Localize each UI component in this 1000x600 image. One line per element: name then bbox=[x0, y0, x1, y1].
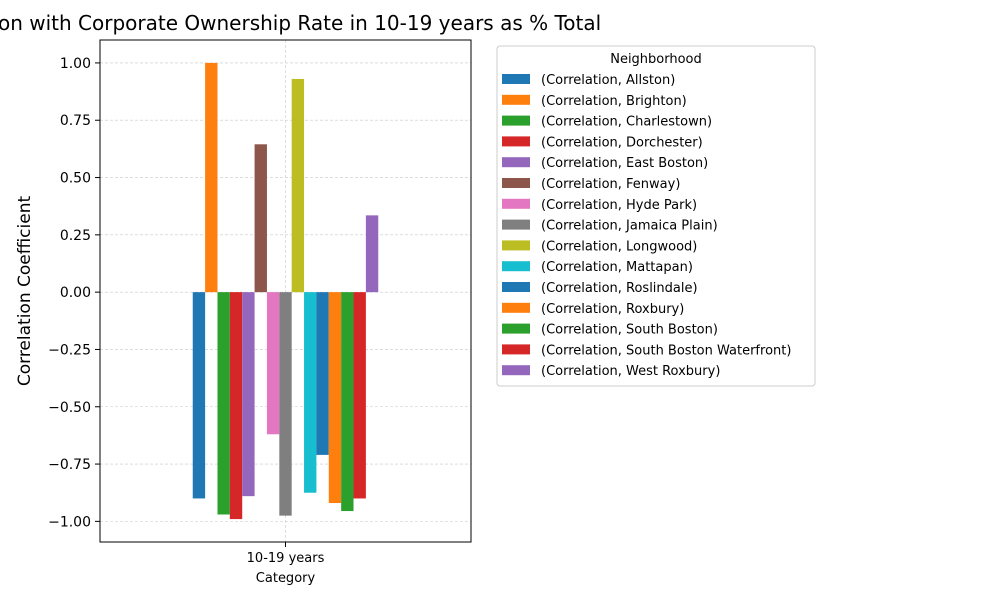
y-tick-label: −1.00 bbox=[48, 514, 91, 530]
legend-swatch bbox=[502, 94, 530, 105]
bar bbox=[266, 292, 280, 435]
y-tick-label: 0.50 bbox=[60, 171, 91, 187]
legend-label: (Correlation, East Boston) bbox=[541, 156, 708, 171]
legend-swatch bbox=[502, 198, 530, 209]
bar bbox=[353, 292, 366, 499]
bar bbox=[291, 78, 305, 293]
y-axis-label: Correlation Coefficient bbox=[15, 196, 35, 387]
legend-label: (Correlation, Dorchester) bbox=[541, 135, 703, 150]
bar bbox=[229, 292, 243, 520]
legend-box bbox=[496, 45, 816, 387]
bar bbox=[205, 62, 218, 293]
legend-swatch bbox=[502, 240, 530, 251]
legend-label: (Correlation, Allston) bbox=[541, 73, 675, 88]
legend-swatch bbox=[502, 365, 530, 376]
y-tick-label: −0.50 bbox=[48, 400, 91, 416]
x-axis-label: Category bbox=[256, 571, 316, 586]
legend-swatch bbox=[502, 157, 530, 168]
legend-swatch bbox=[502, 74, 530, 84]
legend-swatch bbox=[502, 302, 530, 313]
y-tick-label: 1.00 bbox=[60, 56, 91, 72]
bar bbox=[192, 292, 206, 499]
legend-label: (Correlation, South Boston Waterfront) bbox=[541, 343, 791, 358]
legend-swatch bbox=[502, 136, 530, 147]
bar bbox=[242, 292, 255, 497]
legend-label: (Correlation, Fenway) bbox=[541, 177, 680, 192]
bars bbox=[192, 62, 379, 520]
legend-label: (Correlation, Hyde Park) bbox=[541, 198, 697, 213]
legend: Neighborhood (Correlation, Allston) (Corr… bbox=[496, 45, 816, 387]
legend-swatch bbox=[502, 178, 530, 188]
x-tick-label: 10-19 years bbox=[247, 551, 325, 566]
legend-label: (Correlation, Charlestown) bbox=[541, 115, 712, 130]
legend-swatch bbox=[502, 261, 530, 272]
y-axis: 1.00 0.75 0.50 0.25 0.00 −0.25 −0.50 −0.75 −1.00 bbox=[48, 56, 100, 530]
legend-label: (Correlation, Jamaica Plain) bbox=[541, 219, 718, 234]
legend-swatch bbox=[502, 323, 530, 334]
bar bbox=[316, 292, 329, 455]
y-tick-label: −0.75 bbox=[48, 457, 91, 473]
bar bbox=[279, 292, 292, 516]
y-tick-label: 0.25 bbox=[60, 228, 91, 244]
legend-title: Neighborhood bbox=[610, 52, 702, 67]
legend-label: (Correlation, Mattapan) bbox=[541, 260, 693, 275]
legend-label: (Correlation, Longwood) bbox=[541, 239, 697, 254]
legend-swatch bbox=[502, 282, 530, 292]
bar bbox=[304, 292, 317, 493]
chart-title: on with Corporate Ownership Rate in 10-1… bbox=[0, 11, 601, 35]
legend-label: (Correlation, Roxbury) bbox=[541, 302, 684, 317]
x-axis: 10-19 years bbox=[247, 542, 325, 566]
bar bbox=[341, 292, 354, 512]
y-tick-label: −0.25 bbox=[48, 342, 91, 358]
legend-swatch bbox=[502, 115, 530, 126]
bar bbox=[217, 292, 230, 515]
legend-label: (Correlation, Brighton) bbox=[541, 94, 687, 109]
legend-label: (Correlation, Roslindale) bbox=[541, 281, 698, 296]
bar bbox=[365, 215, 379, 293]
bar bbox=[254, 144, 267, 293]
legend-swatch bbox=[502, 344, 530, 355]
legend-label: (Correlation, West Roxbury) bbox=[541, 364, 720, 379]
legend-label: (Correlation, South Boston) bbox=[541, 323, 718, 338]
y-tick-label: 0.00 bbox=[60, 285, 91, 301]
y-tick-label: 0.75 bbox=[60, 113, 91, 129]
legend-swatch bbox=[502, 219, 530, 230]
bar bbox=[328, 292, 342, 504]
